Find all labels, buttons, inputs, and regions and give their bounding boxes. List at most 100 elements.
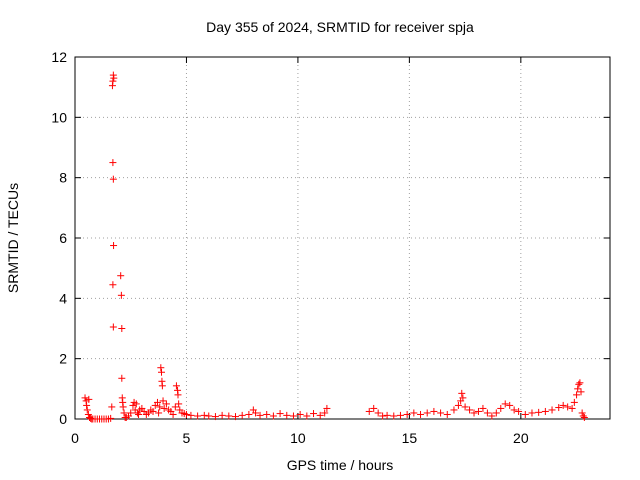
axis-ticks: 0 5 10 15 20 0 2 4 6 8 10 12 (51, 49, 610, 446)
data-point (107, 414, 115, 422)
chart-title: Day 355 of 2024, SRMTID for receiver spj… (206, 19, 474, 35)
data-point (110, 74, 118, 82)
data-point (200, 411, 208, 419)
data-point (321, 409, 329, 417)
data-point (535, 408, 543, 416)
data-point (580, 413, 588, 421)
data-point (474, 407, 482, 415)
data-point (573, 391, 581, 399)
data-point (303, 412, 311, 420)
data-point (289, 412, 297, 420)
data-point (127, 409, 135, 417)
data-point (120, 409, 128, 417)
data-point (510, 406, 518, 414)
data-point (187, 411, 195, 419)
data-point (579, 412, 587, 420)
data-point (555, 404, 563, 412)
data-point (575, 380, 583, 388)
data-point (109, 77, 117, 85)
y-tick-label: 4 (59, 290, 67, 306)
data-point (171, 403, 179, 411)
x-tick-label: 0 (71, 430, 79, 446)
data-point (521, 410, 529, 418)
data-point (109, 323, 117, 331)
x-tick-label: 20 (513, 430, 529, 446)
data-point (149, 407, 157, 415)
data-point (383, 411, 391, 419)
data-point (559, 401, 567, 409)
data-point (225, 412, 233, 420)
data-point (156, 403, 164, 411)
data-point (316, 411, 324, 419)
data-point (479, 404, 487, 412)
data-point (276, 410, 284, 418)
data-point (564, 403, 572, 411)
data-point (85, 395, 93, 403)
data-point (218, 411, 226, 419)
data-point (175, 400, 183, 408)
x-tick-label: 5 (183, 430, 191, 446)
data-point (194, 412, 202, 420)
data-point (169, 410, 177, 418)
data-point (155, 409, 163, 417)
data-point (541, 407, 549, 415)
data-point (118, 325, 126, 332)
data-point (117, 291, 125, 299)
y-tick-label: 12 (51, 49, 67, 65)
data-point (263, 410, 271, 418)
data-point (390, 412, 398, 420)
data-point (160, 404, 168, 412)
data-point (205, 412, 213, 420)
data-point (483, 409, 491, 417)
y-tick-label: 6 (59, 230, 67, 246)
data-point (129, 401, 137, 409)
data-point (458, 389, 466, 397)
data-point (423, 409, 431, 417)
data-point (450, 406, 458, 414)
data-point (109, 159, 117, 167)
data-point (497, 404, 505, 412)
data-point (461, 403, 469, 411)
data-point (109, 175, 117, 183)
data-point (159, 397, 167, 405)
data-point (454, 401, 462, 409)
data-point (83, 401, 91, 409)
data-point (119, 403, 127, 411)
data-point (430, 407, 438, 415)
data-point (135, 410, 143, 418)
data-point (110, 242, 118, 250)
data-point (283, 411, 291, 419)
data-point (443, 410, 451, 418)
data-point (174, 391, 182, 399)
data-point (578, 409, 586, 417)
data-point (158, 382, 166, 390)
data-point (488, 412, 496, 420)
data-point (548, 406, 556, 414)
x-tick-label: 15 (402, 430, 418, 446)
data-point (574, 385, 582, 393)
data-point (515, 407, 523, 415)
data-point (506, 401, 514, 409)
data-point (296, 410, 304, 418)
data-point (162, 400, 170, 408)
data-point (252, 409, 260, 417)
data-point (118, 374, 126, 382)
data-point (83, 406, 91, 414)
data-point (132, 400, 140, 408)
y-tick-label: 8 (59, 170, 67, 186)
y-tick-label: 2 (59, 351, 67, 367)
data-point (182, 410, 190, 418)
data-point (577, 388, 585, 396)
data-point (403, 410, 411, 418)
data-point (232, 413, 239, 421)
data-point (466, 406, 474, 414)
data-point (109, 281, 117, 289)
data-point (269, 412, 277, 420)
data-point (370, 404, 378, 412)
data-point (84, 410, 92, 418)
data-point (365, 407, 373, 415)
data-point (396, 411, 404, 419)
data-point (245, 410, 253, 418)
data-point (501, 400, 509, 408)
